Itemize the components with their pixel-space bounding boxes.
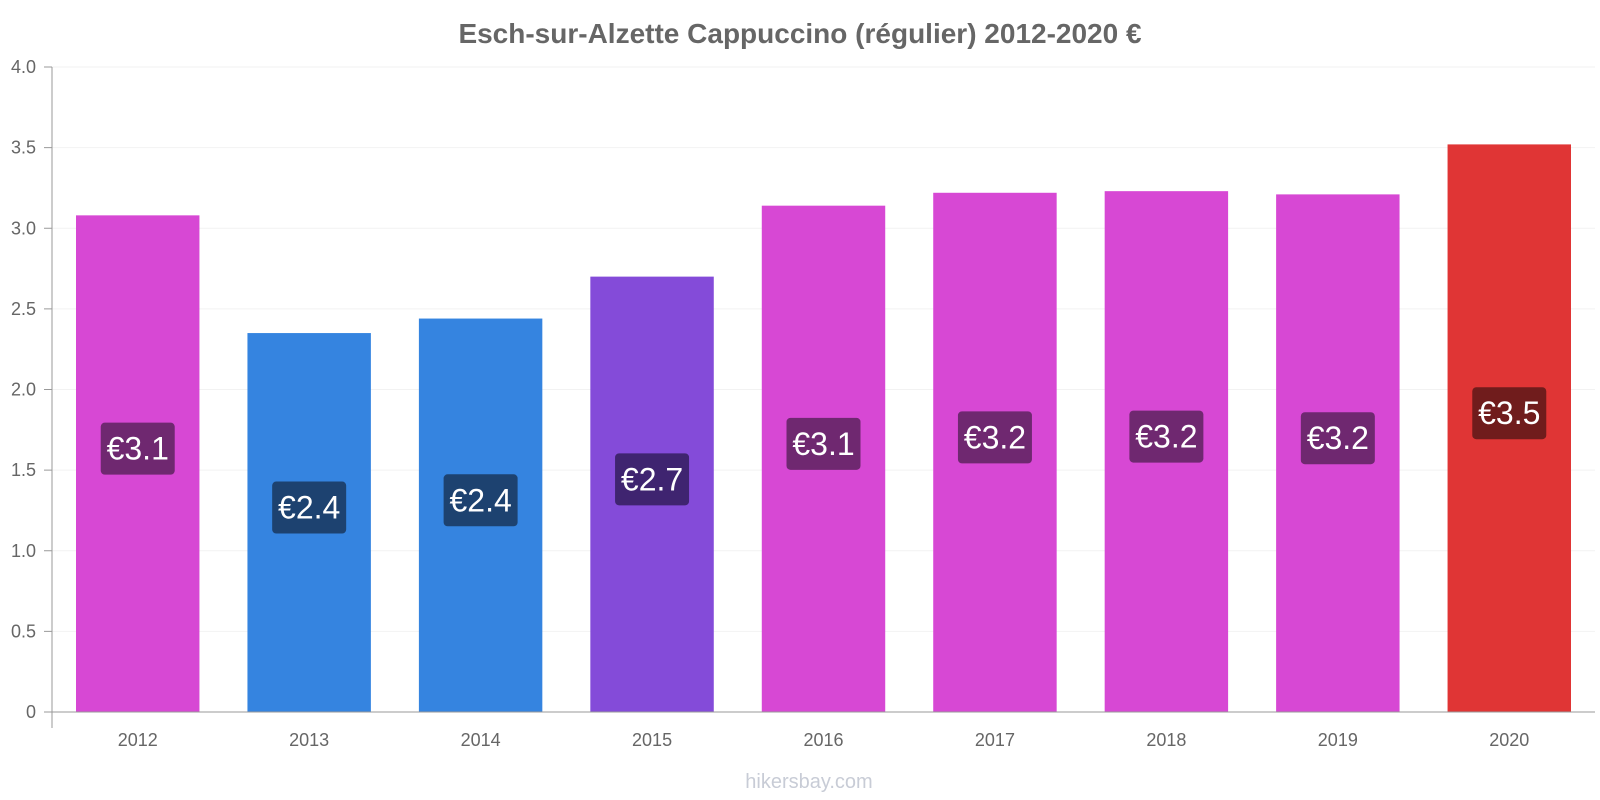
data-label: €2.4 xyxy=(449,482,511,518)
chart-title: Esch-sur-Alzette Cappuccino (régulier) 2… xyxy=(458,18,1142,49)
x-tick-label: 2012 xyxy=(118,730,158,750)
data-label: €3.2 xyxy=(1307,420,1369,456)
x-tick-label: 2019 xyxy=(1318,730,1358,750)
data-label: €2.4 xyxy=(278,490,340,526)
y-tick-label: 1.5 xyxy=(11,460,36,480)
data-label: €3.1 xyxy=(792,426,854,462)
data-label-bg xyxy=(786,417,861,470)
data-label-bg xyxy=(1129,410,1204,463)
x-tick-label: 2018 xyxy=(1146,730,1186,750)
data-label-bg xyxy=(615,453,690,506)
y-tick-label: 0 xyxy=(26,702,36,722)
data-label: €3.2 xyxy=(964,419,1026,455)
data-label: €2.7 xyxy=(621,461,683,497)
y-tick-label: 2.0 xyxy=(11,380,36,400)
data-labels: €3.1 €2.4 €2.4 €2.7 €3.1 €3.2 €3.2 €3.2 €3.5 xyxy=(100,387,1547,534)
data-label-bg xyxy=(957,411,1032,464)
y-tick-label: 3.5 xyxy=(11,138,36,158)
data-label: €3.5 xyxy=(1478,395,1540,431)
bars xyxy=(76,144,1571,713)
y-tick-label: 3.0 xyxy=(11,218,36,238)
data-label-bg xyxy=(1300,412,1375,465)
x-tick-label: 2015 xyxy=(632,730,672,750)
source-watermark: hikersbay.com xyxy=(745,771,872,793)
x-axis: 2012 2013 2014 2015 2016 2017 2018 2019 2020 xyxy=(52,711,1595,750)
data-label: €3.1 xyxy=(107,431,169,467)
x-tick-label: 2013 xyxy=(289,730,329,750)
data-label-bg xyxy=(1472,387,1547,440)
x-tick-label: 2017 xyxy=(975,730,1015,750)
x-tick-label: 2014 xyxy=(461,730,501,750)
y-tick-label: 0.5 xyxy=(11,621,36,641)
data-label-bg xyxy=(100,422,175,475)
x-tick-label: 2020 xyxy=(1489,730,1529,750)
y-tick-label: 4.0 xyxy=(11,57,36,77)
data-label-bg xyxy=(443,474,518,527)
y-tick-label: 1.0 xyxy=(11,541,36,561)
data-label: €3.2 xyxy=(1135,419,1197,455)
data-label-bg xyxy=(272,481,347,534)
y-axis: 0 0.5 1.0 1.5 2.0 2.5 3.0 3.5 4.0 xyxy=(11,57,53,728)
x-tick-label: 2016 xyxy=(803,730,843,750)
y-tick-label: 2.5 xyxy=(11,299,36,319)
